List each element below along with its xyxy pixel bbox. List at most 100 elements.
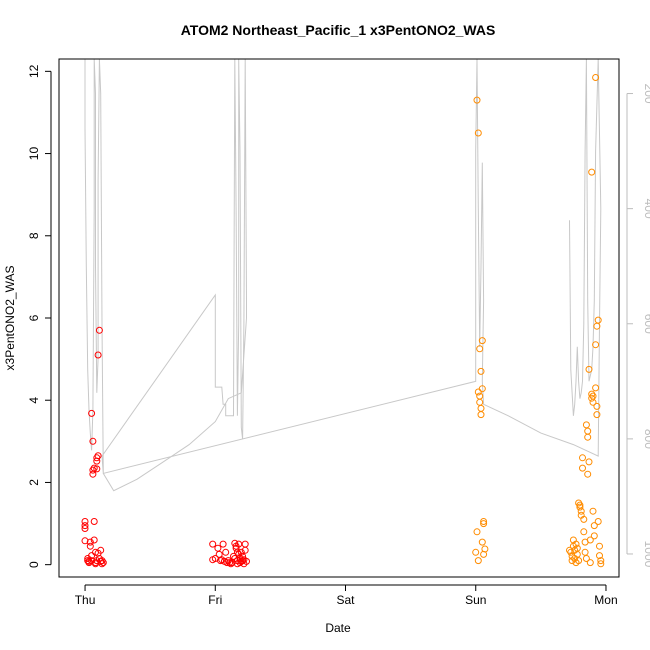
series-2-point: [586, 536, 594, 544]
series-1-point: [97, 546, 105, 554]
y-tick-label: 6: [27, 314, 41, 321]
series-2-point: [586, 559, 594, 567]
series-1-point: [94, 351, 102, 359]
series-2-point: [474, 129, 482, 137]
series-1-point: [99, 559, 107, 567]
y-axis-label: x3PentONO2_WAS: [3, 266, 17, 371]
series-2-point: [585, 458, 593, 466]
series-1-point: [239, 552, 247, 560]
x-axis-label: Date: [325, 621, 351, 635]
series-2-point: [592, 341, 600, 349]
series-2-point: [472, 548, 480, 556]
x-tick-label: Thu: [75, 593, 96, 607]
plot-border: [58, 58, 620, 578]
series-1-point: [86, 538, 94, 546]
series-1-point: [217, 557, 224, 565]
series-1-point: [94, 452, 102, 460]
series-2-point: [480, 518, 488, 525]
right-axis-tick-label: 400: [642, 199, 650, 219]
series-2-point: [585, 365, 593, 373]
series-2-point: [594, 518, 602, 525]
series-2-point: [577, 507, 585, 515]
series-2-point: [572, 540, 580, 548]
series-2-point: [477, 367, 485, 375]
pressure-trace-line: [84, 58, 602, 492]
series-1-point: [243, 557, 250, 565]
series-2-point: [593, 411, 601, 419]
x-tick-label: Mon: [594, 593, 617, 607]
right-axis-tick-label: 800: [642, 429, 650, 449]
series-2-point: [589, 507, 597, 515]
chart-title: ATOM2 Northeast_Pacific_1 x3PentONO2_WAS: [181, 22, 496, 38]
right-axis-tick-label: 1000: [642, 541, 650, 568]
series-2-point: [477, 411, 485, 419]
series-2-point: [593, 402, 601, 410]
series-2-point: [584, 433, 592, 441]
y-tick-label: 8: [27, 232, 41, 239]
series-1-point: [89, 466, 97, 474]
series-2-point: [588, 390, 596, 398]
y-tick-label: 0: [27, 561, 41, 568]
series-1-point: [93, 465, 101, 473]
series-2-point: [566, 546, 573, 554]
series-2-point: [596, 552, 603, 560]
series-2-point: [476, 345, 484, 353]
series-2-point: [579, 464, 586, 472]
series-1-point: [222, 548, 230, 556]
series-1-point: [84, 557, 92, 565]
series-2-point: [588, 168, 596, 176]
series-1-point: [92, 559, 99, 567]
series-1-point: [98, 557, 106, 565]
series-2-point: [575, 557, 583, 565]
series-2-point: [580, 515, 588, 523]
series-2-point: [597, 557, 605, 565]
series-1-point: [241, 546, 249, 554]
series-2-point: [567, 548, 575, 556]
series-2-point: [582, 555, 590, 562]
series-2-point: [596, 542, 603, 550]
series-2-point: [592, 74, 600, 81]
y-tick-label: 4: [27, 397, 41, 404]
series-1-point: [223, 559, 231, 567]
series-2-point: [592, 384, 600, 392]
series-2-point: [584, 470, 592, 478]
right-axis-tick-label: 600: [642, 314, 650, 334]
series-2-point: [478, 337, 486, 345]
series-2-point: [576, 503, 584, 511]
series-2-point: [480, 520, 488, 528]
series-2-point: [478, 538, 486, 546]
series-1-point: [95, 326, 103, 334]
y-tick-label: 10: [27, 147, 41, 161]
series-2-point: [580, 528, 588, 536]
series-1-point: [81, 522, 89, 530]
x-tick-label: Sat: [337, 593, 356, 607]
series-2-point: [579, 454, 586, 462]
series-2-point: [478, 385, 486, 393]
series-1-point: [81, 525, 89, 532]
series-1-point: [90, 518, 98, 525]
series-1-point: [219, 540, 227, 548]
y-tick-label: 12: [27, 64, 41, 78]
series-2-point: [594, 316, 602, 324]
series-2-point: [597, 560, 605, 568]
series-2-point: [589, 398, 597, 406]
series-1-point: [81, 518, 89, 525]
plot-area: 0 2 4 6 8 10 12 200 400 600 800 1000 Thu Fri Sat Sun Mon: [27, 58, 650, 607]
series-2-point: [474, 557, 482, 565]
series-2-point: [590, 522, 598, 530]
series-1-point: [209, 540, 217, 548]
series-1-point: [98, 560, 106, 568]
series-2-point: [590, 532, 598, 540]
right-axis-tick-label: 200: [642, 84, 650, 104]
x-tick-label: Sun: [465, 593, 486, 607]
series-1-point: [89, 437, 97, 445]
series-2-point: [481, 545, 489, 553]
series-1-point: [237, 548, 245, 556]
series-1-point: [226, 559, 234, 567]
x-tick-label: Fri: [208, 593, 222, 607]
series-2-point: [473, 96, 481, 104]
series-1-point: [90, 536, 98, 544]
y-tick-label: 2: [27, 479, 41, 486]
